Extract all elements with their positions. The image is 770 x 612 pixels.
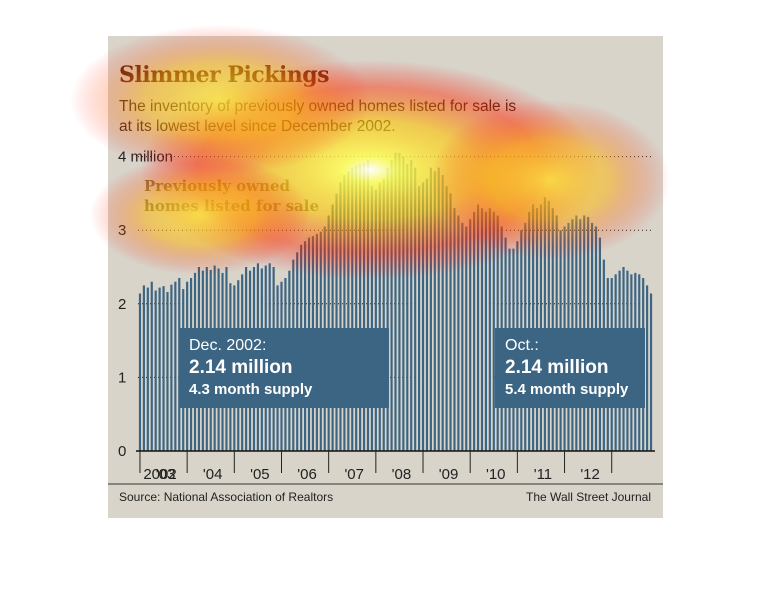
bar — [433, 171, 436, 451]
bar — [437, 167, 440, 451]
x-tick-label: '07 — [344, 466, 364, 483]
bar — [382, 178, 385, 451]
bar — [386, 167, 389, 451]
bar — [445, 186, 448, 452]
bar — [480, 208, 484, 451]
bar — [488, 208, 491, 451]
bar — [421, 182, 425, 452]
y-tick-label: 2 — [118, 296, 126, 313]
bar — [331, 204, 334, 451]
bar — [414, 167, 417, 451]
y-tick-label: 4 million — [118, 149, 173, 166]
bar — [453, 208, 456, 451]
bar — [449, 193, 452, 451]
y-tick-label: 3 — [118, 222, 126, 239]
bar — [649, 293, 653, 451]
bar — [418, 186, 421, 452]
bar — [410, 160, 413, 451]
y-tick-label: 0 — [118, 443, 126, 460]
bar — [646, 285, 649, 451]
x-tick-label: '12 — [580, 466, 600, 483]
bar — [473, 211, 476, 451]
bar — [532, 204, 535, 451]
bar — [441, 175, 444, 451]
bar — [547, 200, 550, 451]
bar — [465, 226, 468, 451]
bar — [339, 182, 342, 452]
bar — [370, 186, 373, 452]
bar — [394, 152, 397, 452]
bar — [146, 287, 149, 451]
bar — [154, 290, 157, 451]
callout-dec-2002: Dec. 2002: 2.14 million 4.3 month supply — [179, 328, 389, 408]
source-note: Source: National Association of Realtors — [119, 490, 334, 504]
bar — [138, 293, 142, 451]
series-label: Previously owned homes listed for sale — [144, 177, 320, 215]
bar — [166, 292, 169, 451]
bar — [366, 160, 370, 451]
x-tick-label: '06 — [297, 466, 317, 483]
x-tick-label: '11 — [534, 466, 552, 483]
callout-supply: 5.4 month supply — [505, 381, 629, 398]
bar — [142, 285, 145, 451]
bar — [359, 163, 362, 451]
bar — [170, 284, 173, 451]
bar — [539, 204, 543, 451]
callout-oct: Oct.: 2.14 million 5.4 month supply — [495, 328, 645, 408]
callout-date: Dec. 2002: — [189, 337, 267, 354]
bar — [362, 162, 366, 451]
chart-card: 0 1 2 3 4 million 2002'03 '04 '05 '06 '07 '08 '09 '1… — [108, 36, 663, 518]
bar — [335, 193, 338, 451]
callout-value: 2.14 million — [505, 357, 609, 378]
x-tick-label: '05 — [250, 466, 270, 483]
x-tick-label: '09 — [439, 466, 459, 483]
callout-supply: 4.3 month supply — [189, 381, 313, 398]
y-tick-label: 1 — [118, 369, 126, 386]
bar — [429, 167, 432, 451]
bar — [150, 281, 153, 451]
callout-value: 2.14 million — [189, 357, 293, 378]
x-tick-label: '08 — [392, 466, 412, 483]
callout-date: Oct.: — [505, 337, 539, 354]
bar — [476, 204, 480, 451]
publisher-credit: The Wall Street Journal — [526, 490, 651, 504]
bar — [469, 219, 472, 451]
bar — [162, 286, 165, 451]
bar — [457, 215, 460, 451]
bar — [492, 211, 495, 451]
bar — [174, 281, 177, 451]
bar — [390, 160, 393, 451]
bar — [406, 163, 409, 451]
bar — [374, 189, 377, 451]
bar — [343, 175, 346, 451]
bar — [425, 178, 429, 451]
bar — [351, 167, 354, 451]
x-tick-label: '04 — [203, 466, 223, 483]
x-tick-label: 2002 — [143, 466, 176, 483]
chart-title: Slimmer Pickings — [119, 62, 330, 88]
bar — [484, 211, 488, 451]
x-tick-label: '10 — [486, 466, 506, 483]
bar — [378, 182, 381, 452]
bar — [398, 152, 401, 452]
bar — [402, 156, 405, 451]
bar — [347, 171, 350, 451]
bar — [461, 222, 464, 451]
x-tick-label: '03 — [156, 466, 176, 483]
bar — [355, 165, 358, 451]
bar — [158, 287, 161, 451]
chart-subtitle: The inventory of previously owned homes … — [119, 98, 517, 135]
bar — [543, 197, 546, 451]
